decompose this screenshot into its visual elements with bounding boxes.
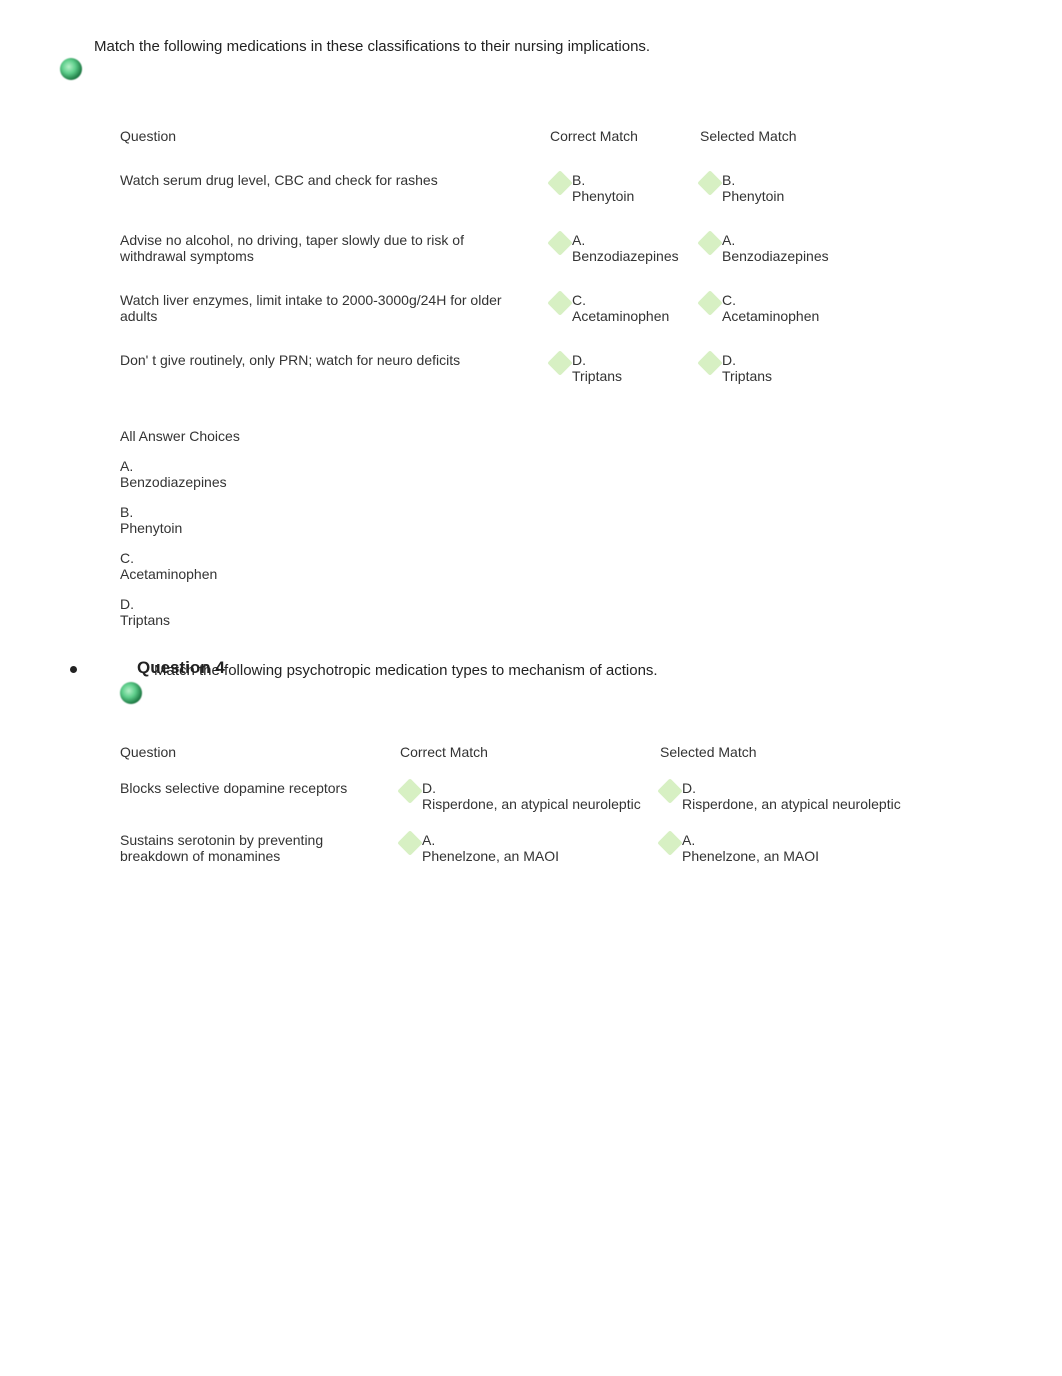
q4-header-row: Question Correct Match Selected Match xyxy=(120,734,972,770)
answer-text: Phenytoin xyxy=(722,188,784,204)
q4-row1-selected: A.Phenelzone, an MAOI xyxy=(660,832,920,864)
q4-intro-row: Match the following psychotropic medicat… xyxy=(60,684,972,704)
answer-text: Phenelzone, an MAOI xyxy=(682,848,819,864)
answer-text: Benzodiazepines xyxy=(722,248,829,264)
correct-marker-icon xyxy=(550,173,570,193)
green-dot-icon xyxy=(120,682,142,704)
letter: A. xyxy=(120,458,133,474)
correct-marker-icon xyxy=(700,233,720,253)
q4-row0-correct: D.Risperdone, an atypical neuroleptic xyxy=(400,780,642,812)
answer-text: Risperdone, an atypical neuroleptic xyxy=(682,796,901,812)
question-4: Question 4 Match the following psychotro… xyxy=(60,658,972,874)
q3-header-question: Question xyxy=(120,128,550,144)
q3-row0-selected: B.Phenytoin xyxy=(700,172,850,204)
q4-row1-question: Sustains serotonin by preventing breakdo… xyxy=(120,832,400,864)
choice-text: Acetaminophen xyxy=(120,566,217,582)
choice-text: Benzodiazepines xyxy=(120,474,227,490)
all-answers-label: All Answer Choices xyxy=(120,428,270,444)
letter: C. xyxy=(572,292,586,308)
choice-b: B. Phenytoin xyxy=(120,504,270,536)
letter: A. xyxy=(572,232,585,248)
q3-row1-selected: A.Benzodiazepines xyxy=(700,232,850,264)
correct-marker-icon xyxy=(660,781,680,801)
letter: B. xyxy=(722,172,735,188)
q3-header-selected: Selected Match xyxy=(700,128,850,144)
q3-header-correct: Correct Match xyxy=(550,128,700,144)
answer-text: Benzodiazepines xyxy=(572,248,679,264)
q3-row2-question: Watch liver enzymes, limit intake to 200… xyxy=(120,292,550,324)
q4-match-block: Question Correct Match Selected Match Bl… xyxy=(120,734,972,874)
correct-marker-icon xyxy=(550,353,570,373)
table-row: Don' t give routinely, only PRN; watch f… xyxy=(120,338,972,398)
letter: A. xyxy=(422,832,435,848)
table-row: Advise no alcohol, no driving, taper slo… xyxy=(120,218,972,278)
letter: A. xyxy=(682,832,695,848)
q4-row1-correct: A.Phenelzone, an MAOI xyxy=(400,832,642,864)
bullet-disc-icon xyxy=(70,666,77,673)
correct-marker-icon xyxy=(550,293,570,313)
letter: B. xyxy=(572,172,585,188)
q3-row3-question: Don' t give routinely, only PRN; watch f… xyxy=(120,352,550,368)
q4-row0-selected: D.Risperdone, an atypical neuroleptic xyxy=(660,780,920,812)
correct-marker-icon xyxy=(550,233,570,253)
correct-marker-icon xyxy=(400,781,420,801)
letter: D. xyxy=(120,596,134,612)
correct-marker-icon xyxy=(700,353,720,373)
table-row: Sustains serotonin by preventing breakdo… xyxy=(120,822,972,874)
choice-text: Triptans xyxy=(120,612,170,628)
table-row: Watch liver enzymes, limit intake to 200… xyxy=(120,278,972,338)
answer-text: Triptans xyxy=(572,368,622,384)
green-dot-icon xyxy=(60,58,82,80)
q3-header-row: Question Correct Match Selected Match xyxy=(120,114,972,158)
q3-row1-correct: A.Benzodiazepines xyxy=(550,232,680,264)
table-row: Blocks selective dopamine receptors D.Ri… xyxy=(120,770,972,822)
answer-text: Triptans xyxy=(722,368,772,384)
q4-header-question: Question xyxy=(120,744,400,760)
answer-text: Phenytoin xyxy=(572,188,634,204)
answer-text: Acetaminophen xyxy=(572,308,669,324)
choice-d: D. Triptans xyxy=(120,596,270,628)
q3-row3-selected: D.Triptans xyxy=(700,352,850,384)
q4-intro-text: Match the following psychotropic medicat… xyxy=(154,662,972,679)
table-row: Watch serum drug level, CBC and check fo… xyxy=(120,158,972,218)
correct-marker-icon xyxy=(660,833,680,853)
q3-row1-question: Advise no alcohol, no driving, taper slo… xyxy=(120,232,550,264)
page: Match the following medications in these… xyxy=(0,0,1062,914)
q3-row0-correct: B.Phenytoin xyxy=(550,172,680,204)
letter: C. xyxy=(722,292,736,308)
q3-match-block: Question Correct Match Selected Match Wa… xyxy=(120,114,972,398)
letter: A. xyxy=(722,232,735,248)
q3-row3-correct: D.Triptans xyxy=(550,352,680,384)
q3-row0-question: Watch serum drug level, CBC and check fo… xyxy=(120,172,550,188)
q3-intro-row: Match the following medications in these… xyxy=(60,60,972,80)
q4-header-selected: Selected Match xyxy=(660,744,920,760)
letter: D. xyxy=(422,780,436,796)
q4-header-correct: Correct Match xyxy=(400,744,660,760)
answer-text: Phenelzone, an MAOI xyxy=(422,848,559,864)
letter: C. xyxy=(120,550,134,566)
correct-marker-icon xyxy=(700,173,720,193)
q4-row0-question: Blocks selective dopamine receptors xyxy=(120,780,400,796)
correct-marker-icon xyxy=(400,833,420,853)
letter: D. xyxy=(722,352,736,368)
correct-marker-icon xyxy=(700,293,720,313)
choice-text: Phenytoin xyxy=(120,520,182,536)
answer-text: Acetaminophen xyxy=(722,308,819,324)
all-answer-choices: All Answer Choices A. Benzodiazepines B.… xyxy=(120,428,972,628)
q3-row2-correct: C.Acetaminophen xyxy=(550,292,680,324)
choice-c: C. Acetaminophen xyxy=(120,550,270,582)
choice-a: A. Benzodiazepines xyxy=(120,458,270,490)
letter: B. xyxy=(120,504,133,520)
answer-text: Risperdone, an atypical neuroleptic xyxy=(422,796,641,812)
q3-intro-text: Match the following medications in these… xyxy=(94,38,972,55)
q3-row2-selected: C.Acetaminophen xyxy=(700,292,850,324)
letter: D. xyxy=(682,780,696,796)
letter: D. xyxy=(572,352,586,368)
